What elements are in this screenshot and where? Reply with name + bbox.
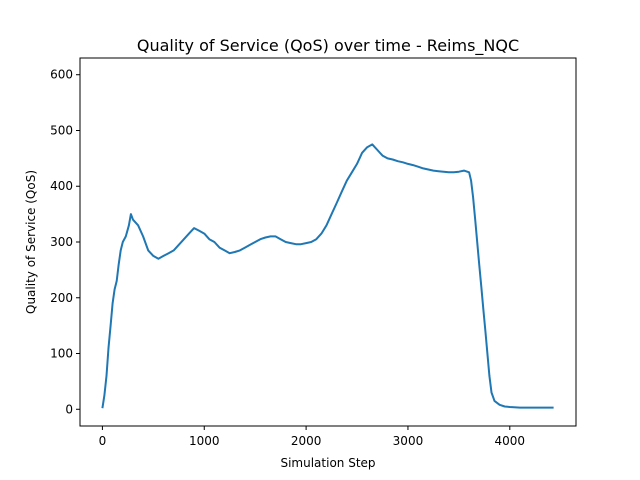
x-tick-label: 1000 bbox=[189, 434, 220, 448]
y-axis-label: Quality of Service (QoS) bbox=[24, 170, 38, 314]
x-axis-label: Simulation Step bbox=[280, 456, 375, 470]
y-tick-label: 0 bbox=[65, 402, 73, 416]
x-axis: 0 1000 2000 3000 4000 bbox=[99, 426, 525, 448]
y-tick-label: 400 bbox=[50, 179, 73, 193]
y-tick-label: 300 bbox=[50, 235, 73, 249]
x-tick-label: 4000 bbox=[495, 434, 526, 448]
chart-title: Quality of Service (QoS) over time - Rei… bbox=[137, 36, 519, 56]
y-tick-label: 600 bbox=[50, 68, 73, 82]
x-tick-label: 0 bbox=[99, 434, 107, 448]
x-tick-label: 3000 bbox=[393, 434, 424, 448]
y-tick-label: 200 bbox=[50, 291, 73, 305]
x-tick-label: 2000 bbox=[291, 434, 322, 448]
y-tick-label: 500 bbox=[50, 123, 73, 137]
y-tick-label: 100 bbox=[50, 347, 73, 361]
qos-series-line bbox=[101, 143, 554, 409]
y-axis: 0 100 200 300 400 500 600 bbox=[50, 68, 80, 416]
plot-area bbox=[101, 143, 554, 409]
